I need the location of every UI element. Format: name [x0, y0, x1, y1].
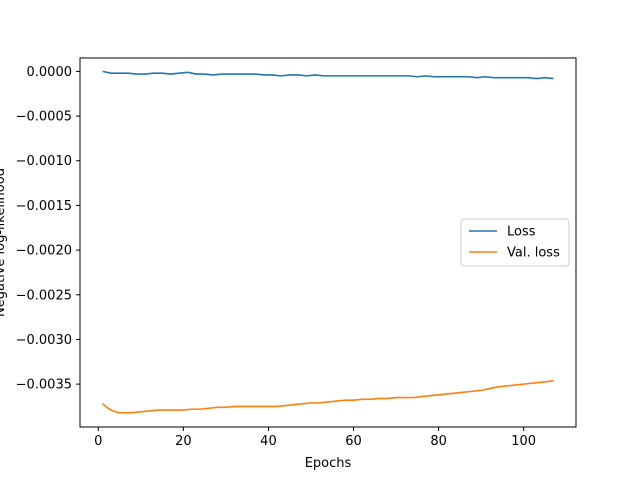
y-axis-label: Negative log-likelihood — [0, 168, 8, 317]
y-tick-label: −0.0035 — [16, 378, 72, 393]
y-tick-label: −0.0010 — [16, 154, 72, 169]
legend-label: Loss — [507, 225, 536, 240]
legend-label: Val. loss — [507, 246, 560, 261]
x-tick-label: 80 — [430, 434, 447, 449]
plot-area-frame — [79, 57, 577, 428]
y-tick-label: −0.0020 — [16, 244, 72, 259]
y-tick-label: −0.0030 — [16, 333, 72, 348]
x-tick-label: 40 — [260, 434, 277, 449]
series-line-1 — [102, 70, 554, 80]
y-tick-label: −0.0025 — [16, 288, 72, 303]
x-tick-label: 20 — [175, 434, 192, 449]
x-tick-label: 0 — [94, 434, 102, 449]
x-tick-label: 60 — [345, 434, 362, 449]
y-axis-ticks: 0.0000 −0.0005 −0.0010 −0.0015 −0.0020 −0.002… — [16, 65, 80, 393]
legend: Loss Val. loss — [460, 218, 570, 267]
series-line-2 — [102, 379, 554, 414]
x-axis-ticks: 0 20 40 60 80 100 — [94, 427, 536, 449]
y-tick-label: 0.0000 — [27, 65, 73, 80]
series-layer — [102, 70, 554, 414]
x-axis-label: Epochs — [305, 456, 352, 471]
y-tick-label: −0.0015 — [16, 199, 72, 214]
y-tick-label: −0.0005 — [16, 110, 72, 125]
x-tick-label: 100 — [511, 434, 536, 449]
